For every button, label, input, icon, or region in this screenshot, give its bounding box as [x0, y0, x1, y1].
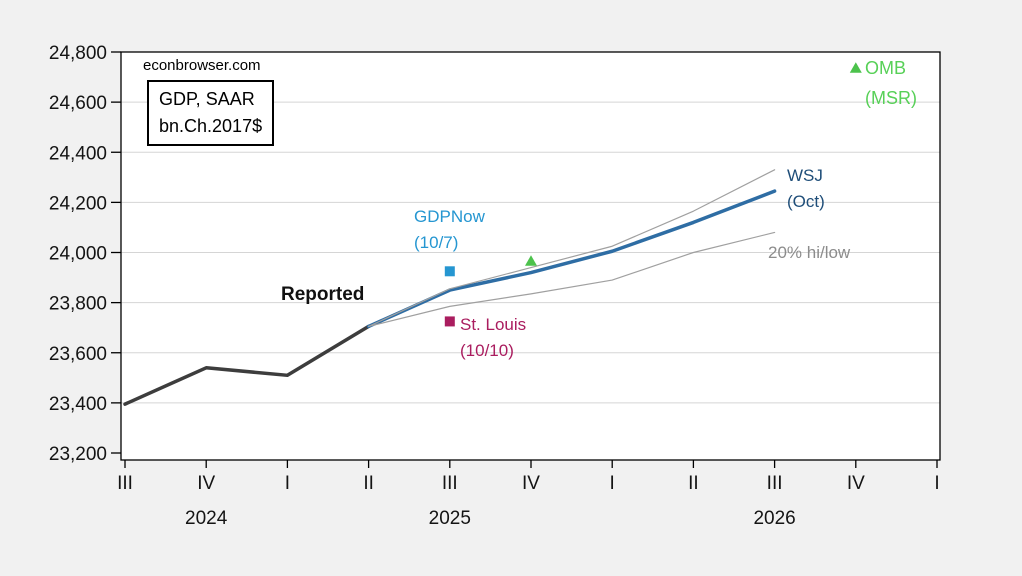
x-tick-label: II [363, 473, 374, 494]
watermark: econbrowser.com [143, 57, 261, 74]
y-tick-label: 24,400 [49, 143, 107, 164]
marker-st-louis-10-10 [444, 316, 455, 327]
units-label-line2: bn.Ch.2017$ [159, 116, 263, 136]
x-tick-label: III [767, 473, 783, 494]
units-label-box: GDP, SAAR bn.Ch.2017$ [147, 80, 275, 146]
series-line-20-low [368, 231, 776, 328]
series-line-reported [123, 324, 371, 406]
wsj-label-line1: WSJ [787, 166, 823, 185]
y-tick-label: 23,800 [49, 294, 107, 315]
year-label: 2024 [185, 508, 228, 529]
y-tick-label: 24,000 [49, 244, 107, 265]
y-tick-label: 24,800 [49, 43, 107, 64]
units-label-line1: GDP, SAAR [159, 89, 255, 109]
omb-label-line1: OMB [865, 58, 907, 78]
y-tick-label: 23,600 [49, 344, 107, 365]
gdpnow-label-line2: (10/7) [414, 233, 459, 252]
x-tick-label: III [117, 473, 133, 494]
marker-omb-msr-2025q4 [525, 255, 537, 266]
hilow-annotation: 20% hi/low [768, 243, 851, 262]
x-tick-label: IV [522, 473, 540, 494]
year-label: 2026 [753, 508, 795, 529]
marker-omb-msr-2026q4 [849, 62, 862, 73]
y-tick-label: 23,200 [49, 444, 107, 465]
y-tick-label: 24,200 [49, 193, 107, 214]
x-tick-label: I [285, 473, 290, 494]
x-tick-label: I [934, 473, 939, 494]
stlouis-annotation: St. Louis (10/10) [460, 312, 526, 364]
wsj-label-line2: (Oct) [787, 192, 825, 211]
x-tick-label: III [442, 473, 458, 494]
omb-annotation: OMB (MSR) [865, 53, 917, 113]
stlouis-label-line2: (10/10) [460, 341, 514, 360]
year-label: 2025 [429, 508, 471, 529]
gdpnow-label-line1: GDPNow [414, 207, 485, 226]
omb-label-line2: (MSR) [865, 88, 917, 108]
reported-series-label: Reported [281, 284, 365, 305]
stlouis-label-line1: St. Louis [460, 315, 527, 334]
marker-gdpnow-10-7 [444, 266, 455, 277]
series-line-wsj-oct [366, 189, 777, 329]
x-tick-label: IV [197, 473, 215, 494]
y-tick-label: 23,400 [49, 394, 107, 415]
gdpnow-annotation: GDPNow (10/7) [414, 204, 485, 256]
wsj-annotation: WSJ (Oct) [787, 163, 825, 215]
series-line-20-high [368, 169, 776, 328]
x-tick-label: IV [847, 473, 865, 494]
x-tick-label: I [610, 473, 615, 494]
x-tick-label: II [688, 473, 699, 494]
y-tick-label: 24,600 [49, 93, 107, 114]
